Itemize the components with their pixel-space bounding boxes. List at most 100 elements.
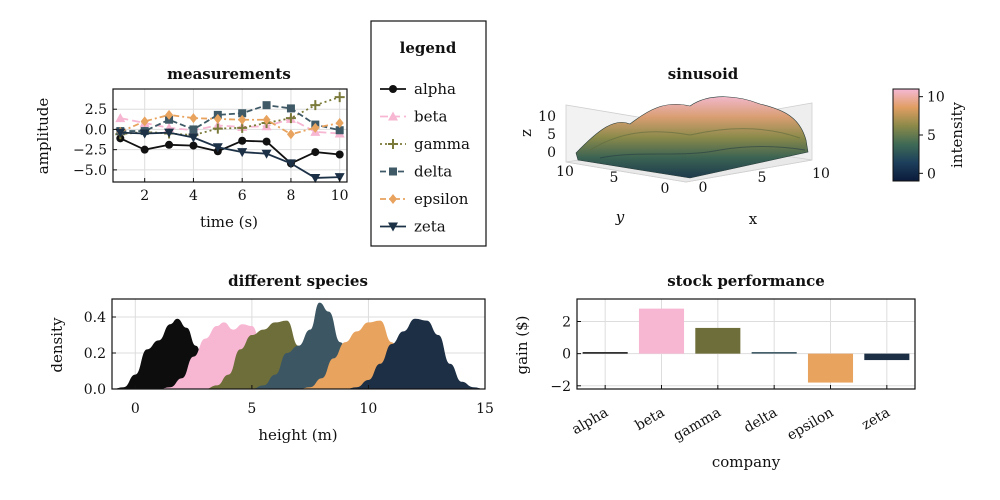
surface-trough-line: [599, 146, 806, 159]
point-marker: [188, 133, 199, 143]
x-tick-label: alpha: [569, 405, 611, 438]
point-marker: [237, 148, 248, 158]
colorbar-label: intensity: [948, 101, 966, 168]
point-marker: [262, 137, 271, 146]
x-tick-label: 5: [758, 170, 767, 186]
x-tick-label: delta: [741, 405, 780, 437]
x-tick-label: 0: [131, 401, 140, 417]
point-marker: [388, 139, 398, 149]
legend-entry-label: delta: [414, 163, 452, 181]
point-marker: [334, 173, 345, 183]
point-marker: [311, 148, 320, 157]
x-tick-label: 10: [812, 166, 830, 182]
point-marker: [310, 100, 321, 111]
colorbar-tick-label: 0: [927, 166, 936, 182]
x-tick-label: epsilon: [784, 405, 836, 444]
sinusoid-y-label: y: [615, 208, 625, 226]
point-marker: [115, 128, 126, 138]
point-marker: [238, 136, 247, 145]
series-line-epsilon: [119, 113, 340, 136]
point-marker: [285, 159, 296, 169]
point-marker: [335, 117, 344, 128]
y-tick-label: 5: [610, 170, 619, 186]
sinusoid-z-label: z: [517, 129, 535, 137]
legend-entry-label: zeta: [414, 218, 446, 236]
colorbar-tick-label: 5: [927, 128, 936, 144]
z-tick-label: 5: [547, 127, 556, 143]
series-line-beta: [120, 117, 340, 135]
y-tick-label: 2.5: [85, 102, 107, 118]
point-marker: [285, 113, 296, 124]
point-marker: [388, 111, 398, 121]
colorbar: [892, 88, 920, 182]
point-marker: [189, 113, 198, 124]
y-tick-label: −2.5: [73, 143, 107, 159]
y-tick-label: 0: [562, 347, 571, 363]
bar-beta: [638, 308, 685, 354]
stock-title: stock performance: [667, 272, 825, 290]
bar-epsilon: [807, 353, 854, 383]
bar-gamma: [695, 327, 741, 354]
y-tick-label: −5.0: [73, 163, 107, 179]
point-marker: [140, 145, 149, 154]
measurements-panel: measurements 2 4 6 8 10 2.5 0.0 −2.5 −5.0 time (…: [34, 65, 349, 231]
point-marker: [165, 140, 174, 149]
x-tick-label: beta: [632, 405, 667, 434]
point-marker: [335, 126, 344, 135]
point-marker: [139, 129, 150, 139]
point-marker: [389, 85, 397, 93]
point-marker: [261, 149, 272, 159]
measurements-x-label: time (s): [200, 213, 258, 231]
x-tick-label: 10: [331, 188, 349, 204]
point-marker: [286, 129, 295, 140]
y-tick-label: 10: [556, 164, 574, 180]
point-marker: [286, 104, 295, 113]
point-marker: [262, 114, 271, 125]
bar-zeta: [864, 353, 910, 361]
x-tick-label: 8: [286, 188, 295, 204]
x-tick-label: 4: [189, 188, 198, 204]
stock-y-label: gain ($): [513, 315, 531, 374]
legend-entry-label: beta: [414, 108, 448, 126]
series-line-zeta: [120, 131, 340, 179]
point-marker: [164, 128, 175, 138]
y-tick-label: 0.4: [84, 310, 106, 326]
x-tick-label: 10: [360, 401, 378, 417]
bar-alpha: [582, 352, 628, 354]
point-marker: [189, 125, 198, 134]
point-marker: [310, 173, 321, 183]
point-marker: [213, 113, 222, 124]
point-marker: [238, 109, 247, 118]
point-marker: [212, 143, 223, 153]
surface-ridge-line: [589, 128, 801, 151]
species-y-label: density: [48, 317, 66, 373]
point-marker: [335, 150, 344, 159]
x-tick-label: zeta: [859, 405, 893, 434]
y-tick-label: 2: [562, 315, 571, 331]
legend-frame: [370, 20, 487, 247]
point-marker: [334, 92, 345, 103]
point-marker: [389, 194, 397, 204]
legend-title: legend: [400, 39, 457, 57]
sinusoid-surface: [575, 96, 809, 179]
point-marker: [389, 167, 397, 176]
colorbar-tick-label: 10: [927, 90, 945, 106]
measurements-title: measurements: [167, 65, 291, 83]
point-marker: [115, 113, 126, 123]
legend-entry-label: epsilon: [414, 190, 469, 208]
y-tick-label: 0.0: [85, 122, 107, 138]
stock-axes-frame: [576, 298, 916, 390]
species-title: different species: [228, 272, 368, 290]
series-line-delta: [120, 104, 340, 132]
point-marker: [388, 222, 398, 232]
measurements-y-label: amplitude: [34, 98, 52, 175]
legend-entry-label: gamma: [414, 135, 470, 153]
point-marker: [165, 109, 174, 120]
species-axes-frame: [111, 298, 486, 390]
x-tick-label: 2: [140, 188, 149, 204]
point-marker: [311, 122, 320, 133]
x-tick-label: 6: [238, 188, 247, 204]
series-line-alpha: [119, 137, 340, 165]
point-marker: [189, 141, 198, 150]
point-marker: [140, 116, 149, 127]
